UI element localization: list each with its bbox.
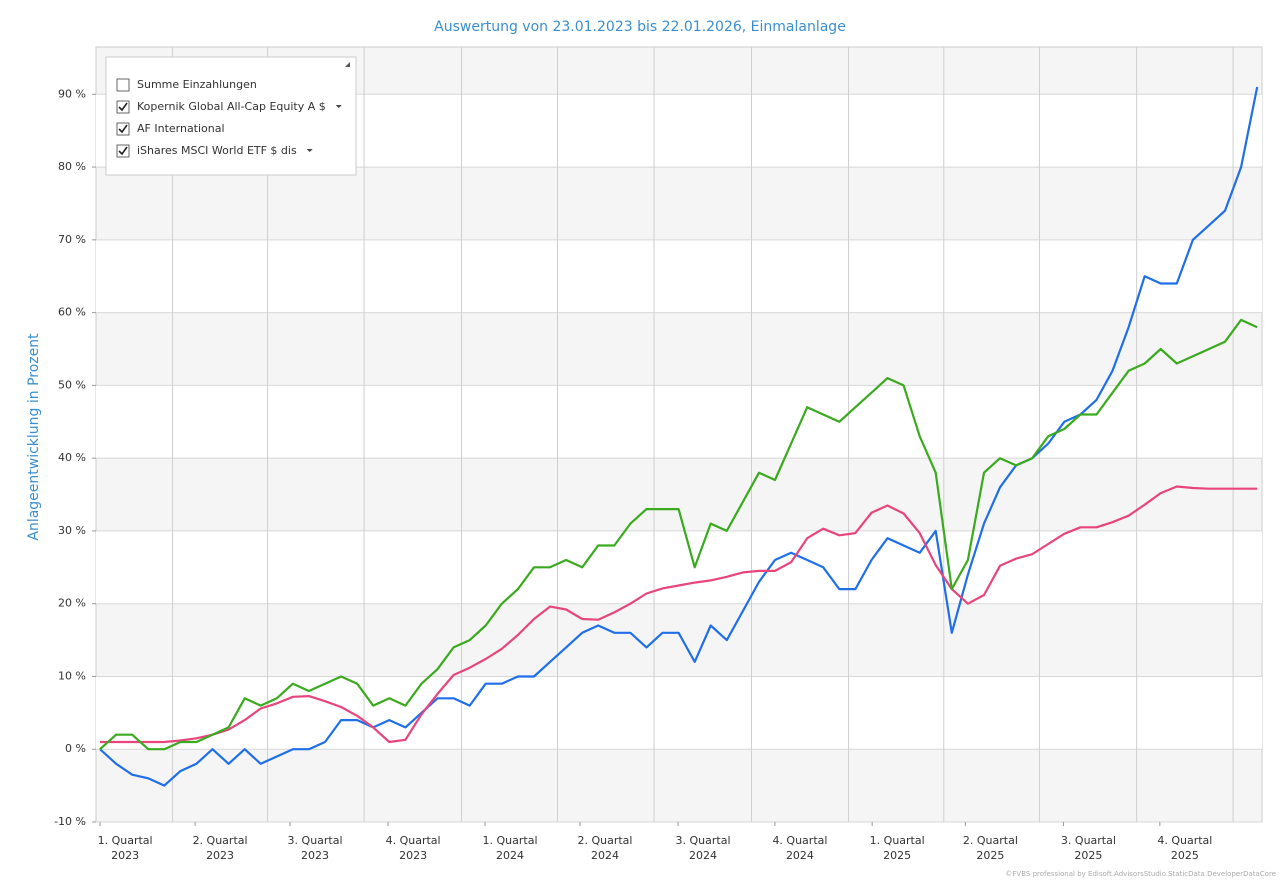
x-tick-label: 3. Quartal xyxy=(1061,834,1116,847)
x-tick-label: 3. Quartal xyxy=(288,834,343,847)
y-axis-label: Anlageentwicklung in Prozent xyxy=(26,333,42,541)
grid-band xyxy=(96,385,1262,459)
legend-checkbox[interactable] xyxy=(116,100,130,114)
legend-dropdown[interactable] xyxy=(306,149,313,152)
legend-dropdown[interactable] xyxy=(335,105,342,108)
chart-title: Auswertung von 23.01.2023 bis 22.01.2026… xyxy=(434,19,846,35)
y-tick-label: 50 % xyxy=(58,378,86,391)
x-tick-sublabel: 2024 xyxy=(786,849,814,862)
x-tick-sublabel: 2023 xyxy=(206,849,234,862)
y-tick-label: 40 % xyxy=(58,451,86,464)
x-tick-sublabel: 2023 xyxy=(399,849,427,862)
x-tick-label: 2. Quartal xyxy=(963,834,1018,847)
grid-band xyxy=(96,530,1262,604)
y-tick-label: 20 % xyxy=(58,597,86,610)
y-tick-label: 60 % xyxy=(58,306,86,319)
series-line xyxy=(99,318,1258,751)
checkmark xyxy=(118,146,128,156)
y-tick-label: 30 % xyxy=(58,524,86,537)
x-tick-sublabel: 2025 xyxy=(1074,849,1102,862)
x-tick-label: 2. Quartal xyxy=(577,834,632,847)
series-line xyxy=(99,86,1259,787)
x-tick-label: 1. Quartal xyxy=(870,834,925,847)
x-tick-sublabel: 2023 xyxy=(301,849,329,862)
legend-box xyxy=(105,56,357,176)
grid-band xyxy=(96,676,1262,750)
legend-checkbox[interactable] xyxy=(116,144,130,158)
x-tick-sublabel: 2024 xyxy=(496,849,524,862)
legend-checkbox[interactable] xyxy=(116,122,130,136)
legend-label[interactable]: iShares MSCI World ETF $ dis xyxy=(137,144,297,157)
legend-label[interactable]: Summe Einzahlungen xyxy=(137,78,257,91)
x-tick-label: 4. Quartal xyxy=(1157,834,1212,847)
series-line xyxy=(100,485,1258,744)
plot-area xyxy=(95,46,1263,823)
x-tick-label: 3. Quartal xyxy=(676,834,731,847)
y-tick-label: 70 % xyxy=(58,233,86,246)
legend-collapse xyxy=(345,62,350,67)
x-tick-label: 4. Quartal xyxy=(772,834,827,847)
legend-label[interactable]: AF International xyxy=(137,122,225,135)
y-tick-label: 90 % xyxy=(58,87,86,100)
y-tick-label: 0 % xyxy=(65,742,86,755)
x-tick-label: 1. Quartal xyxy=(483,834,538,847)
y-tick-label: 10 % xyxy=(58,669,86,682)
legend-checkbox[interactable] xyxy=(116,78,130,92)
x-tick-sublabel: 2023 xyxy=(111,849,139,862)
grid-band xyxy=(96,239,1262,313)
x-tick-sublabel: 2024 xyxy=(591,849,619,862)
footer: ©FVBS professional by Edisoft.AdvisorsSt… xyxy=(1005,870,1276,878)
x-tick-label: 1. Quartal xyxy=(98,834,153,847)
y-tick-label: -10 % xyxy=(54,815,86,828)
legend: Summe Einzahlungen Kopernik Global All-Ca… xyxy=(105,56,357,176)
checkmark xyxy=(118,124,128,134)
x-tick-sublabel: 2024 xyxy=(689,849,717,862)
legend-label[interactable]: Kopernik Global All-Cap Equity A $ xyxy=(137,100,326,113)
x-tick-sublabel: 2025 xyxy=(976,849,1004,862)
x-tick-sublabel: 2025 xyxy=(883,849,911,862)
x-tick-label: 2. Quartal xyxy=(193,834,248,847)
y-tick-label: 80 % xyxy=(58,160,86,173)
checkmark xyxy=(118,102,128,112)
x-tick-label: 4. Quartal xyxy=(386,834,441,847)
x-tick-sublabel: 2025 xyxy=(1171,849,1199,862)
